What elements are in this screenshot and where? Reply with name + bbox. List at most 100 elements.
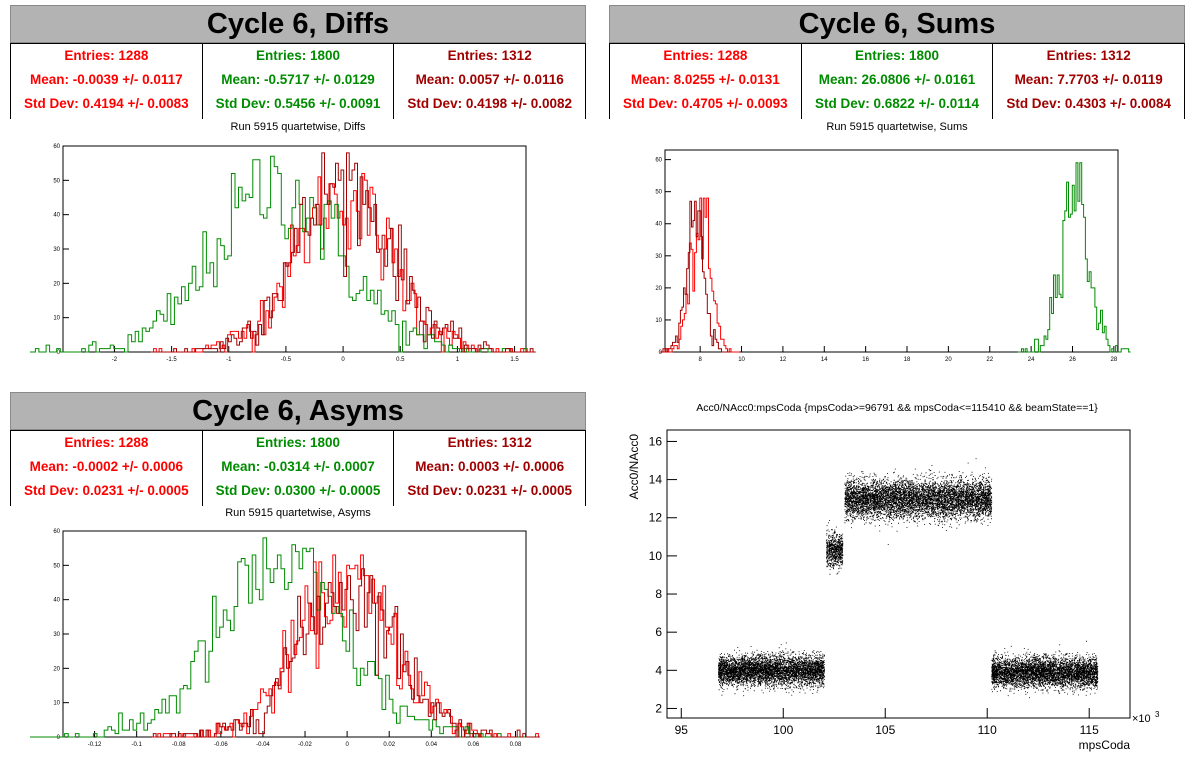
plot-frame bbox=[664, 149, 1119, 353]
x-tick-label: 110 bbox=[978, 723, 997, 737]
stat-std: Std Dev: 0.4303 +/- 0.0084 bbox=[1006, 96, 1172, 111]
plot-frame bbox=[62, 530, 527, 738]
stat-std: Std Dev: 0.0300 +/- 0.0005 bbox=[215, 483, 381, 498]
y-tick-label: 50 bbox=[53, 178, 60, 184]
asyms-histogram: 0 10 20 30 40 50 60 -0.12 -0.1 -0.08 -0.06 -0.04 -0.… bbox=[30, 529, 540, 748]
asyms-title: Cycle 6, Asyms bbox=[10, 392, 586, 430]
stat-entries: Entries: 1312 bbox=[447, 435, 532, 450]
stat-entries: Entries: 1800 bbox=[255, 435, 341, 450]
stat-std: Std Dev: 0.4705 +/- 0.0093 bbox=[622, 96, 788, 111]
y-tick-label: 60 bbox=[53, 529, 60, 535]
scatter-points bbox=[718, 458, 1099, 699]
scatter-title: Acc0/NAcc0:mpsCoda {mpsCoda>=96791 && mp… bbox=[696, 402, 1098, 414]
sums-stats: Entries: 1288 Mean: 8.0255 +/- 0.0131 Std … bbox=[609, 43, 1185, 119]
x-tick-label: -0.04 bbox=[256, 742, 270, 748]
x-tick-label: 20 bbox=[945, 357, 952, 363]
sums-stats-darkred: Entries: 1312 Mean: 7.7703 +/- 0.0119 Std … bbox=[993, 44, 1184, 119]
x-tick-label: 22 bbox=[986, 357, 993, 363]
y-tick-label: 16 bbox=[649, 434, 663, 448]
x-tick-label: 0 bbox=[341, 357, 345, 363]
y-tick-label: 20 bbox=[53, 666, 60, 672]
asyms-subtitle: Run 5915 quartetwise, Asyms bbox=[225, 507, 371, 519]
x-tick-label: 0 bbox=[345, 742, 349, 748]
x-tick-label: 16 bbox=[862, 357, 869, 363]
histogram-series bbox=[30, 537, 534, 738]
stat-entries: Entries: 1312 bbox=[1046, 48, 1131, 63]
y-tick-label: 8 bbox=[655, 587, 662, 601]
y-tick-label: 6 bbox=[655, 625, 662, 639]
y-tick-label: 40 bbox=[655, 222, 662, 228]
x-tick-label: 0.04 bbox=[425, 742, 437, 748]
x-tick-label: 10 bbox=[738, 357, 745, 363]
x-tick-label: -2 bbox=[112, 357, 118, 363]
y-tick-label: 10 bbox=[53, 316, 60, 322]
x-tick-label: -0.12 bbox=[88, 742, 102, 748]
stat-std: Std Dev: 0.4194 +/- 0.0083 bbox=[23, 96, 189, 111]
sums-stats-green: Entries: 1800 Mean: 26.0806 +/- 0.0161 Std… bbox=[802, 44, 994, 119]
x-tick-label: 0.08 bbox=[510, 742, 522, 748]
stat-std: Std Dev: 0.6822 +/- 0.0114 bbox=[815, 96, 979, 111]
histogram-series bbox=[150, 173, 535, 353]
stat-mean: Mean: -0.0002 +/- 0.0006 bbox=[29, 459, 184, 474]
x-tick-label: -1.5 bbox=[166, 357, 177, 363]
stat-std: Std Dev: 0.0231 +/- 0.0005 bbox=[23, 483, 189, 498]
x-tick-label: 28 bbox=[1111, 357, 1118, 363]
sums-stats-red: Entries: 1288 Mean: 8.0255 +/- 0.0131 Std … bbox=[610, 44, 802, 119]
x-tick-label: 12 bbox=[780, 357, 787, 363]
stat-mean: Mean: 0.0057 +/- 0.0116 bbox=[415, 72, 564, 87]
y-tick-label: 60 bbox=[53, 144, 60, 150]
stat-entries: Entries: 1288 bbox=[64, 435, 149, 450]
x-tick-label: 26 bbox=[1069, 357, 1076, 363]
histogram-series bbox=[1017, 162, 1131, 353]
sums-subtitle: Run 5915 quartetwise, Sums bbox=[826, 121, 968, 133]
stat-entries: Entries: 1312 bbox=[447, 48, 532, 63]
y-tick-label: 50 bbox=[53, 563, 60, 569]
x-axis-label: mpsCoda bbox=[1079, 738, 1131, 752]
y-tick-label: 12 bbox=[649, 511, 663, 525]
x-tick-label: 0.5 bbox=[396, 357, 405, 363]
stat-mean: Mean: 7.7703 +/- 0.0119 bbox=[1014, 72, 1163, 87]
x-tick-label: 0.02 bbox=[383, 742, 395, 748]
y-tick-label: 4 bbox=[655, 663, 662, 677]
y-tick-label: 20 bbox=[53, 281, 60, 287]
histogram-series bbox=[659, 200, 731, 353]
histogram-series bbox=[151, 152, 536, 353]
histogram-series bbox=[661, 197, 740, 353]
diffs-stats-green: Entries: 1800 Mean: -0.5717 +/- 0.0129 Std… bbox=[203, 44, 395, 119]
x-tick-label: 8 bbox=[698, 357, 702, 363]
stat-mean: Mean: -0.5717 +/- 0.0129 bbox=[221, 72, 375, 87]
y-tick-label: 14 bbox=[649, 473, 663, 487]
y-tick-label: 10 bbox=[649, 549, 663, 563]
y-tick-label: 2 bbox=[655, 701, 662, 715]
x-tick-label: 1.5 bbox=[510, 357, 519, 363]
y-tick-label: 60 bbox=[655, 158, 662, 164]
stat-std: Std Dev: 0.0231 +/- 0.0005 bbox=[407, 483, 573, 498]
y-tick-label: 30 bbox=[53, 632, 60, 638]
sums-title: Cycle 6, Sums bbox=[609, 5, 1185, 43]
scatter-plot: 2 4 6 8 10 12 14 16 95 100 105 110 115 ×10 3 mpsCoda Acc… bbox=[627, 429, 1160, 752]
y-tick-label: 20 bbox=[655, 286, 662, 292]
stat-entries: Entries: 1288 bbox=[663, 48, 748, 63]
x-exponent-sup: 3 bbox=[1155, 710, 1160, 719]
asyms-stats: Entries: 1288 Mean: -0.0002 +/- 0.0006 Std… bbox=[10, 430, 586, 506]
plot-frame bbox=[666, 429, 1131, 719]
x-exponent: ×10 bbox=[1132, 713, 1151, 725]
asyms-stats-red: Entries: 1288 Mean: -0.0002 +/- 0.0006 Std… bbox=[11, 431, 203, 506]
stat-mean: Mean: -0.0039 +/- 0.0117 bbox=[29, 72, 183, 87]
stat-entries: Entries: 1800 bbox=[255, 48, 341, 63]
y-axis-label: Acc0/NAcc0 bbox=[627, 434, 641, 500]
y-tick-label: 0 bbox=[57, 350, 61, 356]
y-tick-label: 30 bbox=[53, 247, 60, 253]
y-tick-label: 10 bbox=[53, 701, 60, 707]
stat-mean: Mean: 8.0255 +/- 0.0131 bbox=[630, 72, 780, 87]
stat-mean: Mean: 0.0003 +/- 0.0006 bbox=[415, 459, 565, 474]
x-tick-label: 24 bbox=[1028, 357, 1035, 363]
histogram-series bbox=[30, 155, 528, 353]
asyms-stats-darkred: Entries: 1312 Mean: 0.0003 +/- 0.0006 Std … bbox=[394, 431, 585, 506]
x-tick-label: -0.06 bbox=[214, 742, 228, 748]
diffs-stats: Entries: 1288 Mean: -0.0039 +/- 0.0117 Std… bbox=[10, 43, 586, 119]
diffs-stats-darkred: Entries: 1312 Mean: 0.0057 +/- 0.0116 Std … bbox=[394, 44, 585, 119]
x-tick-label: -0.5 bbox=[281, 357, 292, 363]
diffs-subtitle: Run 5915 quartetwise, Diffs bbox=[230, 121, 366, 133]
x-tick-label: -0.08 bbox=[172, 742, 186, 748]
